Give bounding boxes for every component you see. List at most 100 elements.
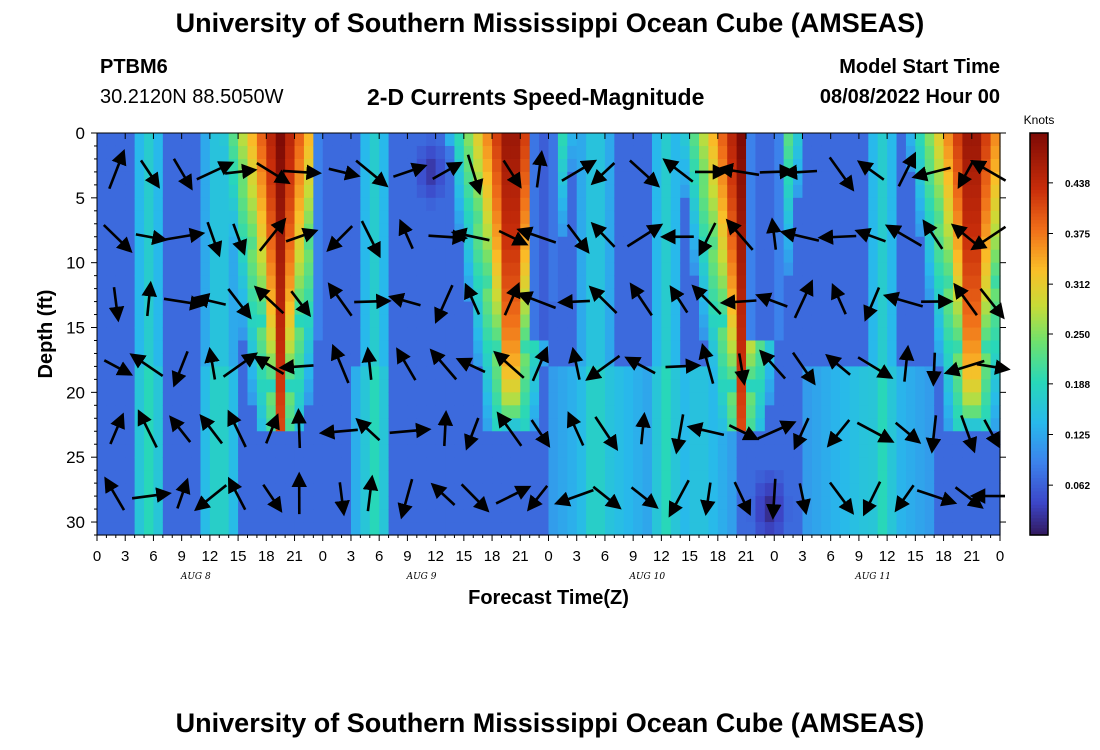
heat-cell [981,431,992,445]
heat-cell [510,496,521,510]
heat-cell [106,405,117,419]
colorbar-cell [1030,340,1048,345]
heat-cell [971,340,982,355]
current-arrow [781,164,818,181]
heat-cell [896,145,907,160]
heat-cell [313,496,324,510]
heat-cell [736,158,747,173]
heat-cell [802,509,813,523]
current-arrow [256,161,291,185]
heat-cell [209,314,220,329]
heat-cell [256,210,267,225]
current-arrow [503,281,521,316]
heat-cell [614,444,625,458]
heat-cell [191,483,202,497]
heat-cell [350,522,361,536]
heat-cell [256,223,267,238]
heat-cell [191,133,202,147]
heat-cell [604,366,615,380]
heat-cell [445,470,456,484]
heat-cell [877,379,888,393]
heat-cell [849,158,860,173]
heat-cell [680,236,691,251]
heat-cell [576,301,587,316]
heat-cell [774,145,785,160]
heat-cell [200,444,211,458]
heat-cell [858,249,869,264]
heat-cell [275,340,286,355]
heat-cell [275,158,286,173]
heat-cell [191,340,202,355]
heat-cell [877,197,888,212]
current-arrow [493,350,525,379]
current-arrow [882,291,924,308]
heat-cell [981,133,992,147]
heat-cell [623,223,634,238]
heat-cell [623,483,634,497]
heat-cell [830,340,841,355]
heat-cell [322,483,333,497]
heat-cell [755,184,766,199]
heat-cell [887,275,898,290]
heat-cell [181,392,192,406]
heat-cell [746,366,757,380]
heat-cell [219,509,230,523]
heat-cell [661,314,672,329]
heat-cell [247,184,258,199]
heat-cell [858,444,869,458]
heat-cell [614,470,625,484]
heat-cell [746,133,757,147]
heat-cell [746,145,757,160]
heat-cell [454,288,465,303]
heat-cell [614,340,625,355]
heat-cell [266,340,277,355]
heat-cell [990,236,1001,251]
heat-cell [793,405,804,419]
heat-cell [454,275,465,290]
heat-cell [755,275,766,290]
heat-cell [125,509,136,523]
heat-cell [115,353,126,368]
heat-cell [651,418,662,432]
current-arrow [171,350,189,388]
heat-cell [849,210,860,225]
heat-cell [219,314,230,329]
heat-cell [802,301,813,316]
heat-cell [539,223,550,238]
heat-cell [764,262,775,277]
heat-cell [238,171,249,186]
heat-cell [144,236,155,251]
current-arrow [327,282,353,317]
heat-cell [501,392,512,406]
heat-cell [285,470,296,484]
heat-cell [764,327,775,342]
heat-cell [849,171,860,186]
heat-cell [350,236,361,251]
heat-cell [266,483,277,497]
heat-cell [520,522,531,536]
heat-cell [623,197,634,212]
heat-cell [793,262,804,277]
heat-cell [651,314,662,329]
heat-cell [97,197,108,212]
heat-cell [680,431,691,445]
heat-cell [275,418,286,432]
heat-cell [115,470,126,484]
heat-cell [811,340,822,355]
heat-cell [548,353,559,368]
heat-cell [557,509,568,523]
heat-cell [586,145,597,160]
colorbar-cell [1030,390,1048,395]
current-arrow [854,227,886,243]
heat-cell [905,327,916,342]
heat-cell [952,379,963,393]
heat-cell [971,133,982,147]
heat-cell [868,392,879,406]
heat-cell [181,133,192,147]
heat-cell [962,197,973,212]
heat-cell [247,405,258,419]
heat-cell [981,197,992,212]
heat-cell [341,275,352,290]
heat-cell [887,184,898,199]
heat-cell [633,496,644,510]
